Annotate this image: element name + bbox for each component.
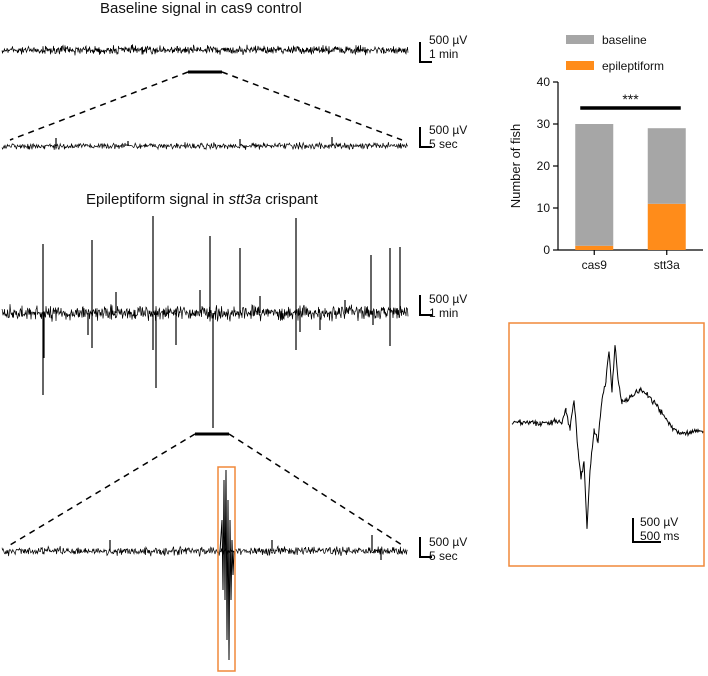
zoom-connector-left: [9, 71, 189, 141]
scale-bar-5: [632, 518, 661, 543]
legend-swatch-epileptiform: [566, 61, 594, 70]
scale-bar-3-labels: 500 µV 1 min: [429, 292, 468, 320]
x-tick-label: stt3a: [654, 258, 680, 272]
scale-bar-3: [419, 295, 432, 316]
baseline-trace-5sec: [1, 137, 408, 151]
y-tick-label: 30: [537, 117, 551, 131]
epileptiform-trace-1min: [1, 216, 409, 428]
baseline-trace-1min: [1, 44, 409, 56]
epileptiform-trace-5sec: [1, 469, 408, 661]
x-tick-label: cas9: [582, 258, 608, 272]
zoom-connector-right-2: [228, 433, 403, 546]
scale-bar-4: [419, 537, 432, 558]
legend-label-baseline: baseline: [602, 33, 647, 47]
y-tick-label: 20: [537, 159, 551, 173]
baseline-title: Baseline signal in cas9 control: [100, 0, 302, 17]
zoom-inset-box: [508, 322, 705, 567]
scale-bar-2-labels: 500 µV 5 sec: [429, 123, 468, 151]
bar-baseline-cas9: [575, 124, 614, 246]
bar-epileptiform-cas9: [575, 245, 614, 250]
bar-baseline-stt3a: [647, 128, 686, 204]
y-axis-label: Number of fish: [508, 124, 523, 209]
zoom-connector-left-2: [9, 433, 196, 546]
y-tick-label: 40: [537, 75, 551, 89]
scale-bar-1: [419, 42, 432, 63]
epileptiform-title: Epileptiform signal in stt3a crispant: [86, 191, 318, 208]
scale-bar-5-labels: 500 µV 500 ms: [640, 515, 680, 543]
scale-bar-2: [419, 127, 432, 148]
scale-bar-1-labels: 500 µV 1 min: [429, 33, 468, 61]
significance-stars: ***: [622, 91, 639, 107]
y-tick-label: 0: [543, 243, 550, 257]
y-tick-label: 10: [537, 201, 551, 215]
discharge-highlight-box: [217, 466, 236, 672]
zoomed-discharge-trace: [511, 345, 705, 529]
bar-epileptiform-stt3a: [647, 203, 686, 250]
legend-swatch-baseline: [566, 35, 594, 44]
legend-label-epileptiform: epileptiform: [602, 59, 664, 73]
scale-bar-4-labels: 500 µV 5 sec: [429, 535, 468, 563]
